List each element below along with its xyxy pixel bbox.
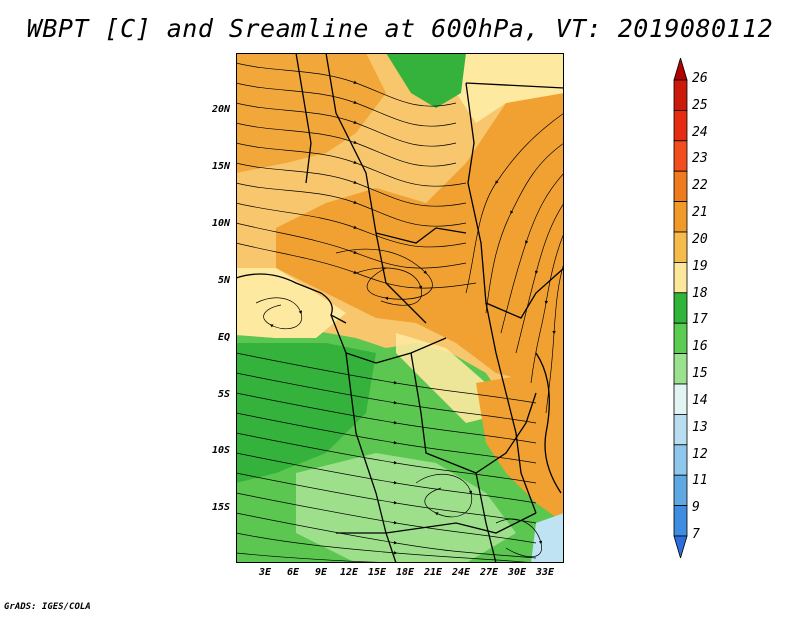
- colorbar-segment: [673, 170, 688, 202]
- colorbar-segment: [673, 353, 688, 385]
- colorbar-label: 17: [692, 312, 708, 328]
- field-pale-blue-se: [531, 513, 564, 563]
- colorbar-segment: [673, 444, 688, 476]
- colorbar-segment: [673, 413, 688, 446]
- lon-label: 3E: [258, 567, 272, 578]
- lat-label: 10N: [211, 218, 230, 229]
- lon-label: 9E: [314, 567, 328, 578]
- lon-label: 24E: [451, 567, 471, 578]
- colorbar-label: 21: [692, 205, 708, 221]
- colorbar-segment: [673, 58, 688, 81]
- field-pale-yellow-central: [396, 333, 506, 423]
- colorbar-segments: [673, 58, 688, 558]
- lat-label: 10S: [211, 445, 230, 456]
- colorbar-label: 12: [692, 446, 708, 462]
- colorbar-segment: [673, 79, 688, 111]
- colorbar-label: 13: [692, 419, 708, 435]
- colorbar-label: 25: [692, 97, 708, 113]
- colorbar-label: 14: [692, 392, 708, 408]
- colorbar-label: 24: [692, 124, 708, 140]
- field-pale-yellow-ne: [456, 53, 564, 123]
- colorbar-label: 11: [692, 473, 708, 489]
- lat-label: EQ: [217, 332, 230, 343]
- chart-title: WBPT [C] and Sreamline at 600hPa, VT: 20…: [26, 14, 774, 43]
- colorbar-segment: [673, 474, 688, 507]
- lon-label: 33E: [535, 567, 555, 578]
- colorbar-label: 7: [692, 527, 700, 542]
- colorbar-label: 19: [692, 258, 708, 274]
- colorbar-label: 23: [692, 151, 708, 167]
- colorbar-segment: [673, 201, 688, 233]
- lon-label: 30E: [507, 567, 527, 578]
- lon-label: 6E: [286, 567, 300, 578]
- lon-label: 15E: [367, 567, 387, 578]
- lat-label: 20N: [211, 104, 230, 115]
- borders: [236, 53, 564, 563]
- colorbar-segment: [673, 110, 688, 142]
- field-green-north: [386, 53, 466, 108]
- lat-label: 5N: [217, 275, 230, 286]
- colorbar-segment: [673, 140, 688, 172]
- colorbar-segment: [673, 261, 688, 294]
- field-dark-green-sw: [236, 343, 376, 483]
- lat-label: 15N: [211, 161, 230, 172]
- field-orange-east: [476, 353, 564, 523]
- colorbar-label: 16: [692, 339, 708, 355]
- colorbar-label: 26: [692, 71, 708, 86]
- map-frame: [236, 53, 564, 563]
- footer-credit: GrADS: IGES/COLA: [4, 602, 91, 612]
- field-orange: [276, 93, 564, 383]
- colorbar-label: 15: [692, 366, 708, 382]
- streamlines: [236, 62, 564, 563]
- colorbar: [673, 58, 688, 558]
- colorbar-label: 18: [692, 285, 708, 301]
- colorbar-label: 20: [692, 231, 708, 247]
- colorbar-segment: [673, 383, 688, 415]
- colorbar-segment: [673, 505, 688, 537]
- map-panel: [236, 53, 564, 563]
- lon-label: 18E: [395, 567, 415, 578]
- lon-label: 21E: [423, 567, 443, 578]
- lon-label: 12E: [339, 567, 359, 578]
- colorbar-segment: [673, 292, 688, 324]
- colorbar-segment: [673, 231, 688, 263]
- colorbar-segment: [673, 322, 688, 355]
- colorbar-label: 22: [692, 178, 708, 194]
- field-pale-yellow-west: [236, 268, 346, 338]
- lat-label: 15S: [211, 502, 230, 513]
- lat-label: 5S: [217, 389, 230, 400]
- wbpt-map: [236, 53, 564, 563]
- lon-label: 27E: [479, 567, 499, 578]
- colorbar-segment: [673, 535, 688, 558]
- field-light-green-south: [296, 453, 516, 563]
- colorbar-label: 9: [692, 500, 700, 516]
